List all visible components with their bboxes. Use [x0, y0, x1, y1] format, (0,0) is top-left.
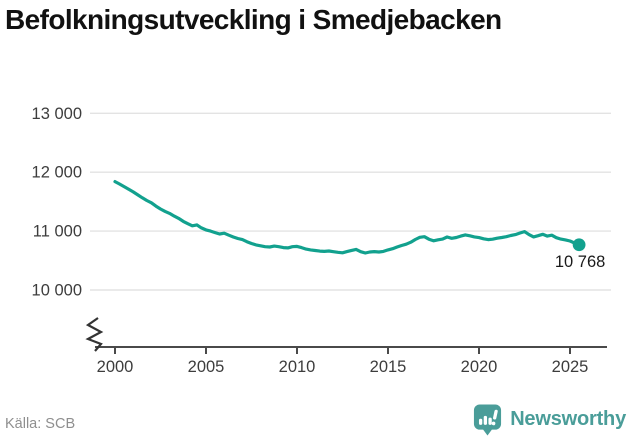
x-tick-label: 2025 [552, 358, 589, 376]
x-tick-label: 2005 [188, 358, 225, 376]
population-line [113, 179, 581, 255]
x-tick-label: 2020 [461, 358, 498, 376]
chart-title: Befolkningsutveckling i Smedjebacken [5, 4, 502, 35]
brand-name: Newsworthy [510, 408, 626, 430]
newsworthy-logo: Newsworthy [472, 403, 626, 436]
axis-break-squiggle-icon [85, 317, 104, 352]
y-axis-labels: 13 000 12 000 11 000 10 000 [32, 105, 82, 300]
x-tick-label: 2000 [97, 358, 134, 376]
x-tick-label: 2015 [370, 358, 407, 376]
last-point-dot [572, 238, 586, 252]
y-tick-label: 10 000 [32, 282, 82, 300]
x-tick-label: 2010 [279, 358, 316, 376]
x-axis-ticks [114, 347, 571, 354]
y-gridlines [90, 112, 611, 291]
y-tick-label: 13 000 [32, 105, 82, 123]
newsworthy-bubble-chart-icon [474, 404, 502, 436]
x-axis-labels: 2000 2005 2010 2015 2020 2025 [97, 358, 589, 376]
population-line-chart: 13 000 12 000 11 000 10 000 2000 2005 2010 201… [32, 105, 611, 376]
y-tick-label: 12 000 [32, 164, 82, 182]
y-tick-label: 11 000 [33, 223, 82, 241]
source-note: Källa: SCB [5, 416, 76, 432]
last-value-label: 10 768 [555, 253, 605, 271]
